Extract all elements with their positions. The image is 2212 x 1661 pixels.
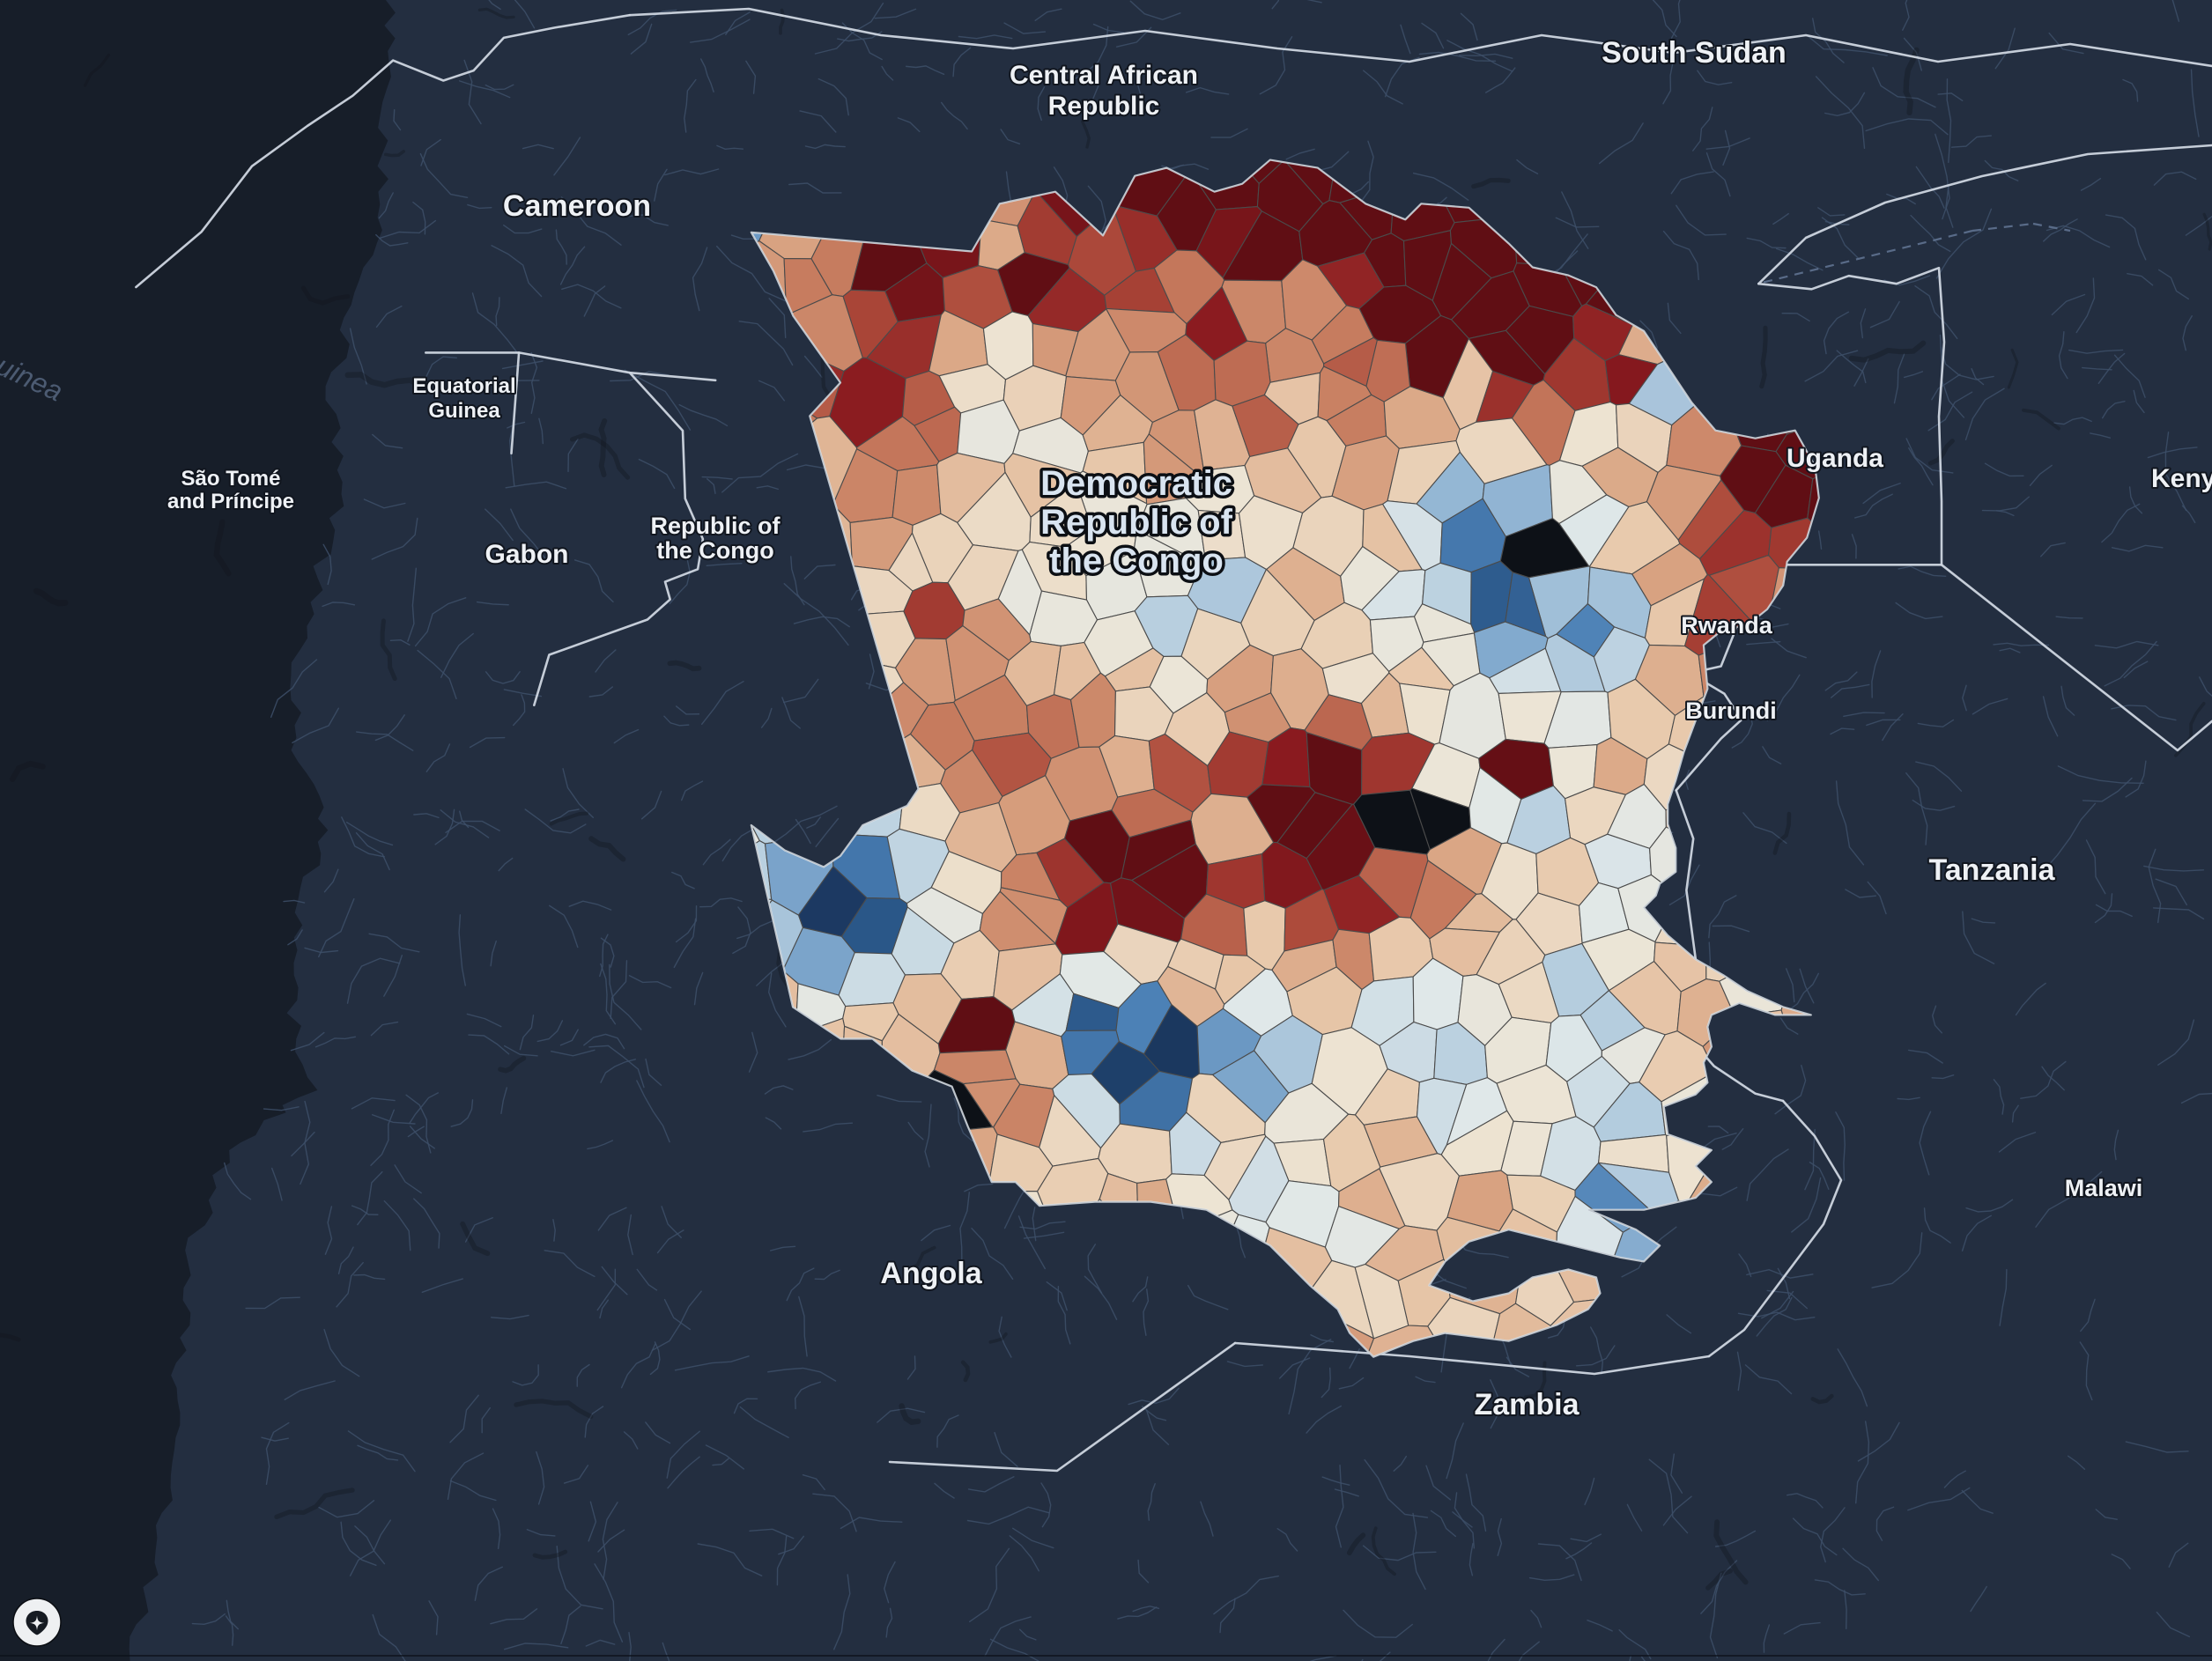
svg-text:Burundi: Burundi — [1685, 698, 1776, 724]
svg-text:Zambia: Zambia — [1474, 1388, 1579, 1421]
svg-text:Cameroon: Cameroon — [503, 189, 651, 223]
svg-text:the Congo: the Congo — [656, 537, 773, 564]
svg-text:São Tomé: São Tomé — [181, 467, 281, 491]
svg-text:Republic: Republic — [1048, 92, 1160, 121]
svg-text:Democratic: Democratic — [1040, 464, 1232, 503]
svg-text:Uganda: Uganda — [1787, 444, 1883, 473]
svg-text:the Congo: the Congo — [1049, 542, 1224, 580]
svg-text:Malawi: Malawi — [2065, 1175, 2143, 1201]
svg-text:South Sudan: South Sudan — [1602, 36, 1787, 70]
svg-text:Republic of: Republic of — [1040, 503, 1232, 542]
svg-text:Kenya: Kenya — [2151, 464, 2212, 493]
svg-text:and Príncipe: and Príncipe — [167, 490, 294, 513]
svg-text:Equatorial: Equatorial — [412, 374, 515, 398]
svg-text:Central African: Central African — [1010, 61, 1198, 90]
svg-text:Tanzania: Tanzania — [1929, 853, 2056, 887]
svg-text:Guinea: Guinea — [428, 399, 500, 423]
svg-text:Angola: Angola — [880, 1257, 982, 1290]
svg-text:Republic of: Republic of — [651, 513, 781, 539]
svg-text:Gabon: Gabon — [485, 540, 569, 569]
svg-text:Rwanda: Rwanda — [1681, 612, 1773, 639]
